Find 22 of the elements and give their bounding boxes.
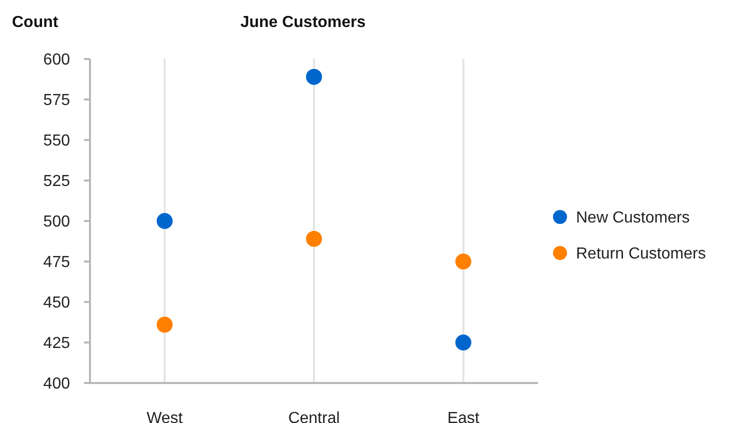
y-tick-label: 550: [43, 132, 70, 150]
y-axis-title: Count: [12, 14, 59, 31]
y-tick-label: 500: [43, 214, 70, 231]
y-tick-label: 425: [43, 335, 70, 352]
y-tick-label: 475: [43, 254, 70, 272]
y-tick-label: 450: [43, 294, 70, 312]
x-tick-label: Central: [288, 410, 340, 423]
y-tick-label: 600: [43, 52, 70, 69]
point: [306, 68, 322, 85]
legend-label: Return Customers: [576, 246, 706, 263]
legend-label: New Customers: [576, 210, 690, 227]
point: [156, 316, 173, 333]
point: [455, 254, 472, 270]
y-tick-label: 525: [43, 173, 70, 190]
point: [455, 334, 472, 350]
y-tick-label: 400: [43, 376, 70, 393]
point: [306, 230, 322, 247]
x-tick-label: East: [447, 410, 480, 423]
chart-title: June Customers: [240, 14, 366, 31]
y-tick-label: 575: [43, 92, 70, 110]
point: [156, 213, 173, 229]
x-tick-label: West: [146, 410, 184, 423]
